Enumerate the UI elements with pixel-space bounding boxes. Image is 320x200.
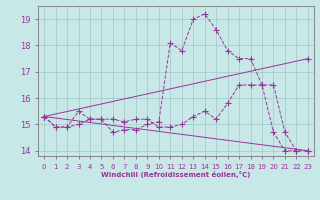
X-axis label: Windchill (Refroidissement éolien,°C): Windchill (Refroidissement éolien,°C)	[101, 171, 251, 178]
